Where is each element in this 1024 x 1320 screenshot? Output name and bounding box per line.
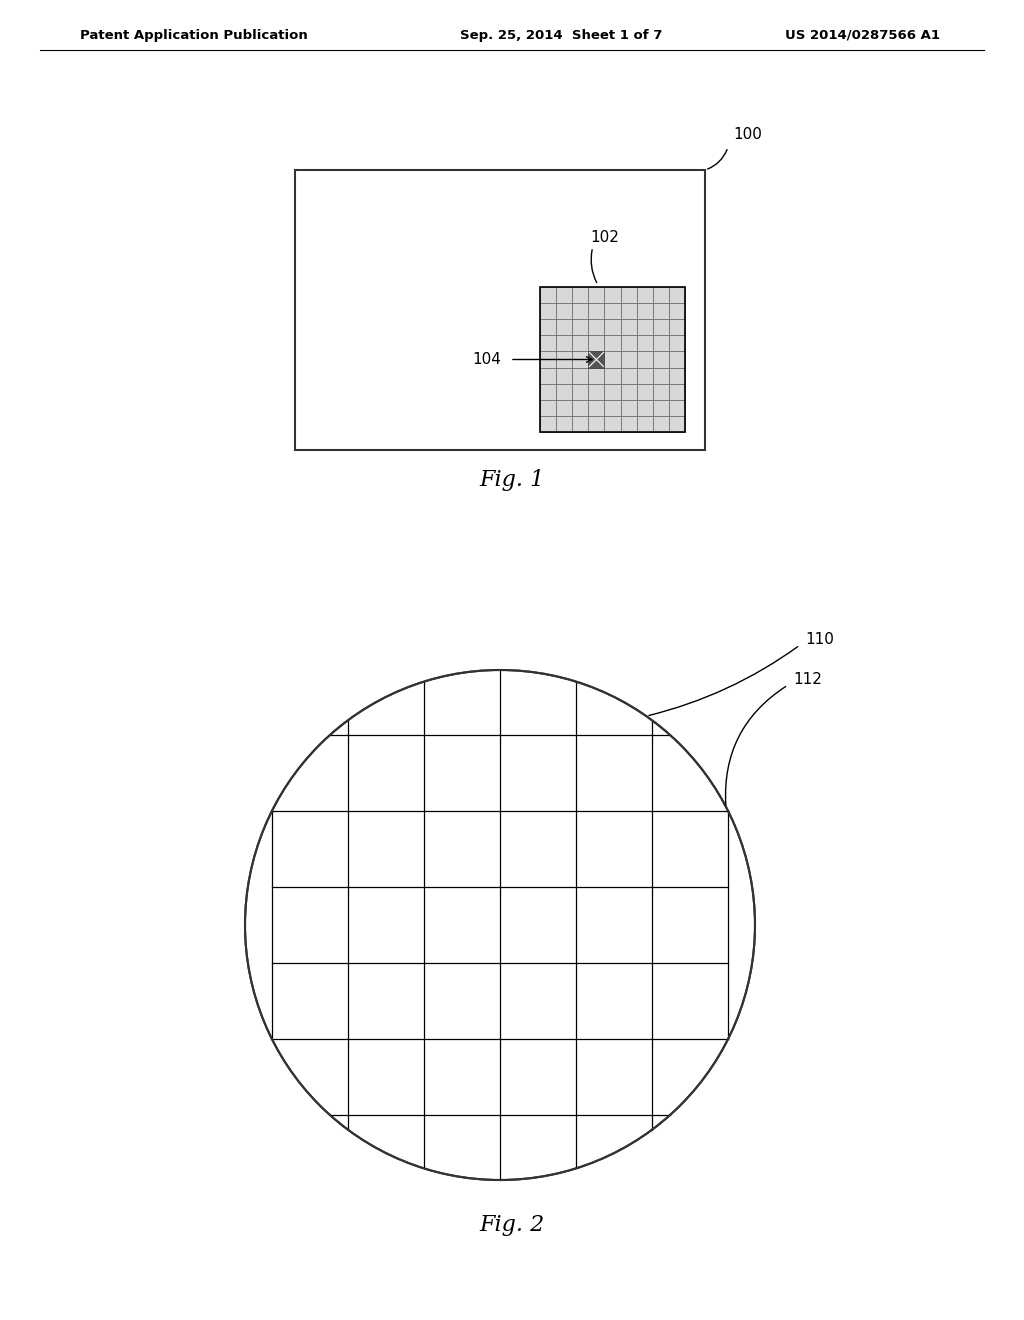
Bar <box>589 319 604 335</box>
Bar <box>637 304 652 319</box>
Bar <box>652 384 669 400</box>
Text: 102: 102 <box>591 230 620 246</box>
Bar <box>621 400 637 416</box>
Text: US 2014/0287566 A1: US 2014/0287566 A1 <box>785 29 940 41</box>
Bar <box>637 286 652 304</box>
Bar <box>540 416 556 432</box>
Bar <box>556 367 572 384</box>
Bar <box>556 416 572 432</box>
Bar <box>556 400 572 416</box>
Bar <box>637 367 652 384</box>
Bar <box>621 416 637 432</box>
Bar <box>604 351 621 367</box>
Bar <box>572 319 589 335</box>
Bar <box>652 351 669 367</box>
Bar <box>621 384 637 400</box>
Bar <box>540 335 556 351</box>
Bar <box>621 351 637 367</box>
Bar <box>556 286 572 304</box>
Bar <box>589 351 604 367</box>
Text: 110: 110 <box>805 632 834 648</box>
Bar <box>669 319 685 335</box>
Bar <box>652 319 669 335</box>
Bar <box>540 286 556 304</box>
Bar <box>556 335 572 351</box>
Bar <box>637 416 652 432</box>
Bar <box>589 351 604 367</box>
Bar <box>669 304 685 319</box>
Bar <box>652 416 669 432</box>
Bar <box>540 319 556 335</box>
Bar <box>652 286 669 304</box>
Bar <box>556 304 572 319</box>
Bar <box>652 367 669 384</box>
Bar <box>669 367 685 384</box>
Bar <box>669 286 685 304</box>
Bar <box>572 367 589 384</box>
Bar <box>669 416 685 432</box>
Text: 104: 104 <box>472 352 501 367</box>
Bar <box>621 286 637 304</box>
Bar <box>572 416 589 432</box>
Bar <box>604 384 621 400</box>
Bar <box>604 416 621 432</box>
Bar <box>540 400 556 416</box>
Text: 112: 112 <box>793 672 822 688</box>
Bar <box>604 304 621 319</box>
Bar <box>669 384 685 400</box>
Bar <box>621 367 637 384</box>
Bar <box>572 384 589 400</box>
Bar <box>589 367 604 384</box>
Circle shape <box>245 671 755 1180</box>
Bar <box>669 400 685 416</box>
Bar <box>572 286 589 304</box>
Bar <box>572 400 589 416</box>
Bar <box>604 286 621 304</box>
Bar <box>540 384 556 400</box>
Bar <box>540 304 556 319</box>
Bar <box>621 304 637 319</box>
Bar <box>556 319 572 335</box>
Bar <box>589 335 604 351</box>
Bar <box>589 384 604 400</box>
Bar <box>637 319 652 335</box>
Bar <box>637 335 652 351</box>
Text: Fig. 1: Fig. 1 <box>479 469 545 491</box>
Bar <box>621 319 637 335</box>
Bar <box>572 304 589 319</box>
Bar <box>572 335 589 351</box>
Bar <box>637 384 652 400</box>
Bar <box>540 367 556 384</box>
Bar <box>589 400 604 416</box>
Bar <box>604 335 621 351</box>
Bar <box>669 335 685 351</box>
Bar <box>589 304 604 319</box>
Bar <box>637 400 652 416</box>
Bar <box>669 351 685 367</box>
Bar <box>652 335 669 351</box>
Bar <box>540 286 685 432</box>
Text: 100: 100 <box>733 127 762 143</box>
Text: Patent Application Publication: Patent Application Publication <box>80 29 308 41</box>
Bar <box>589 286 604 304</box>
Bar <box>652 400 669 416</box>
Bar <box>637 351 652 367</box>
Bar <box>540 286 685 432</box>
Bar <box>621 335 637 351</box>
Bar <box>604 319 621 335</box>
Bar <box>540 351 556 367</box>
Text: Fig. 2: Fig. 2 <box>479 1214 545 1236</box>
Bar <box>604 400 621 416</box>
Bar <box>556 384 572 400</box>
Bar <box>589 416 604 432</box>
Bar <box>572 351 589 367</box>
Bar <box>604 367 621 384</box>
Bar <box>556 351 572 367</box>
Text: Sep. 25, 2014  Sheet 1 of 7: Sep. 25, 2014 Sheet 1 of 7 <box>460 29 663 41</box>
Bar <box>295 170 705 450</box>
Bar <box>652 304 669 319</box>
